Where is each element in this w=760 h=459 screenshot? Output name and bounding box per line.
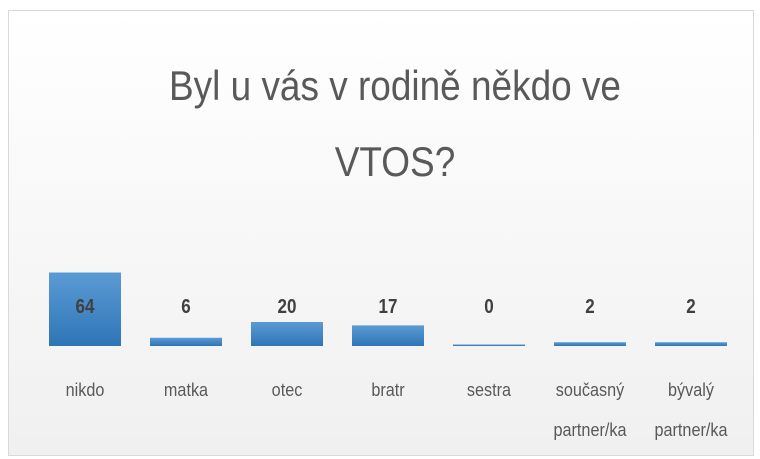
bar <box>554 342 626 346</box>
data-label: 6 <box>181 296 191 318</box>
bar <box>453 344 525 346</box>
x-tick-label: matka <box>163 380 209 400</box>
data-label: 20 <box>277 296 297 318</box>
x-tick-label: otec <box>271 380 303 400</box>
bar <box>251 322 323 346</box>
bar <box>352 325 424 346</box>
bar <box>150 337 222 346</box>
chart-title: Byl u vás v rodině někdo ve VTOS? <box>169 62 621 185</box>
data-label: 0 <box>484 296 494 318</box>
x-tick-label: bývalý partner/ka <box>654 380 728 440</box>
chart-frame <box>8 10 754 456</box>
bar <box>655 342 727 346</box>
x-tick-label: nikdo <box>65 380 105 400</box>
x-tick-label: bratr <box>371 380 405 400</box>
data-label: 17 <box>378 296 398 318</box>
x-tick-label: současný partner/ka <box>553 380 627 440</box>
bar <box>49 272 121 346</box>
x-tick-label: sestra <box>466 380 512 400</box>
data-label: 64 <box>75 296 95 318</box>
data-label: 2 <box>585 296 595 318</box>
data-label: 2 <box>686 296 696 318</box>
